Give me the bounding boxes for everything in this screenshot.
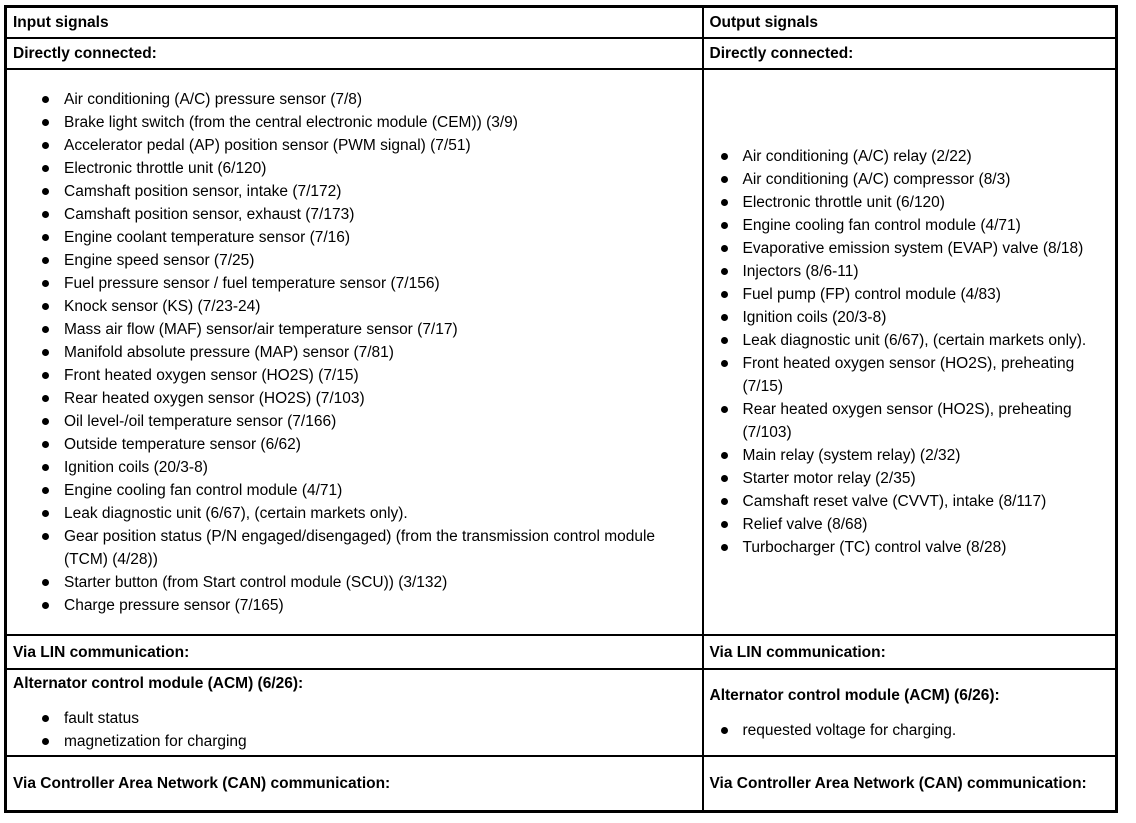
list-item: Camshaft position sensor, intake (7/172) — [41, 180, 696, 203]
list-item: Knock sensor (KS) (7/23-24) — [41, 295, 696, 318]
acm-heading-left: Alternator control module (ACM) (6/26): — [13, 675, 304, 692]
signal-lists-row: Air conditioning (A/C) pressure sensor (… — [4, 68, 1118, 636]
list-item: Fuel pump (FP) control module (4/83) — [720, 283, 1110, 306]
list-item: Camshaft reset valve (CVVT), intake (8/1… — [720, 490, 1110, 513]
via-can-row: Via Controller Area Network (CAN) commun… — [4, 755, 1118, 812]
list-item: Main relay (system relay) (2/32) — [720, 444, 1110, 467]
list-item: Relief valve (8/68) — [720, 513, 1110, 536]
list-item: Camshaft position sensor, exhaust (7/173… — [41, 203, 696, 226]
list-item: Air conditioning (A/C) relay (2/22) — [720, 145, 1110, 168]
via-lin-label-left: Via LIN communication: — [4, 634, 704, 670]
list-item: requested voltage for charging. — [720, 719, 1110, 742]
directly-connected-label-right: Directly connected: — [701, 37, 1118, 70]
list-item: Injectors (8/6-11) — [720, 260, 1110, 283]
acm-row: Alternator control module (ACM) (6/26): … — [4, 668, 1118, 757]
list-item: Front heated oxygen sensor (HO2S) (7/15) — [41, 364, 696, 387]
via-can-label-left: Via Controller Area Network (CAN) commun… — [4, 755, 704, 812]
list-item: Evaporative emission system (EVAP) valve… — [720, 237, 1110, 260]
list-item: Starter button (from Start control modul… — [41, 571, 696, 594]
list-item: Accelerator pedal (AP) position sensor (… — [41, 134, 696, 157]
list-item: Outside temperature sensor (6/62) — [41, 433, 696, 456]
list-item: magnetization for charging — [41, 730, 696, 753]
list-item: Gear position status (P/N engaged/diseng… — [41, 525, 696, 571]
list-item: Ignition coils (20/3-8) — [41, 456, 696, 479]
list-item: Front heated oxygen sensor (HO2S), prehe… — [720, 352, 1110, 398]
list-item: Brake light switch (from the central ele… — [41, 111, 696, 134]
output-signals-list-cell: Air conditioning (A/C) relay (2/22) Air c… — [701, 68, 1118, 636]
list-item: Mass air flow (MAF) sensor/air temperatu… — [41, 318, 696, 341]
list-item: Charge pressure sensor (7/165) — [41, 594, 696, 617]
output-signals-header: Output signals — [701, 5, 1118, 39]
header-row: Input signals Output signals — [4, 5, 1118, 39]
list-item: Engine cooling fan control module (4/71) — [41, 479, 696, 502]
list-item: Fuel pressure sensor / fuel temperature … — [41, 272, 696, 295]
list-item: Rear heated oxygen sensor (HO2S), prehea… — [720, 398, 1110, 444]
list-item: Electronic throttle unit (6/120) — [720, 191, 1110, 214]
acm-list-left: fault status magnetization for charging — [41, 707, 696, 753]
input-signals-header: Input signals — [4, 5, 704, 39]
list-item: Ignition coils (20/3-8) — [720, 306, 1110, 329]
list-item: Engine cooling fan control module (4/71) — [720, 214, 1110, 237]
list-item: Oil level-/oil temperature sensor (7/166… — [41, 410, 696, 433]
input-signals-list-cell: Air conditioning (A/C) pressure sensor (… — [4, 68, 704, 636]
list-item: Air conditioning (A/C) compressor (8/3) — [720, 168, 1110, 191]
via-can-label-right: Via Controller Area Network (CAN) commun… — [701, 755, 1118, 812]
list-item: Starter motor relay (2/35) — [720, 467, 1110, 490]
list-item: Engine speed sensor (7/25) — [41, 249, 696, 272]
via-lin-row: Via LIN communication: Via LIN communica… — [4, 634, 1118, 670]
directly-connected-label-left: Directly connected: — [4, 37, 704, 70]
list-item: Electronic throttle unit (6/120) — [41, 157, 696, 180]
list-item: Manifold absolute pressure (MAP) sensor … — [41, 341, 696, 364]
list-item: Rear heated oxygen sensor (HO2S) (7/103) — [41, 387, 696, 410]
acm-cell-right: Alternator control module (ACM) (6/26): … — [701, 668, 1118, 757]
signals-table: Input signals Output signals Directly co… — [4, 5, 1118, 813]
list-item: Air conditioning (A/C) pressure sensor (… — [41, 88, 696, 111]
list-item: Leak diagnostic unit (6/67), (certain ma… — [720, 329, 1110, 352]
output-signals-list: Air conditioning (A/C) relay (2/22) Air c… — [720, 145, 1110, 559]
list-item: Turbocharger (TC) control valve (8/28) — [720, 536, 1110, 559]
list-item: Leak diagnostic unit (6/67), (certain ma… — [41, 502, 696, 525]
directly-connected-row: Directly connected: Directly connected: — [4, 37, 1118, 70]
acm-heading-right: Alternator control module (ACM) (6/26): — [709, 686, 1000, 704]
acm-list-right: requested voltage for charging. — [720, 719, 1110, 742]
acm-cell-left: Alternator control module (ACM) (6/26): … — [4, 668, 704, 757]
list-item: Engine coolant temperature sensor (7/16) — [41, 226, 696, 249]
input-signals-list: Air conditioning (A/C) pressure sensor (… — [41, 88, 696, 617]
via-lin-label-right: Via LIN communication: — [701, 634, 1118, 670]
list-item: fault status — [41, 707, 696, 730]
